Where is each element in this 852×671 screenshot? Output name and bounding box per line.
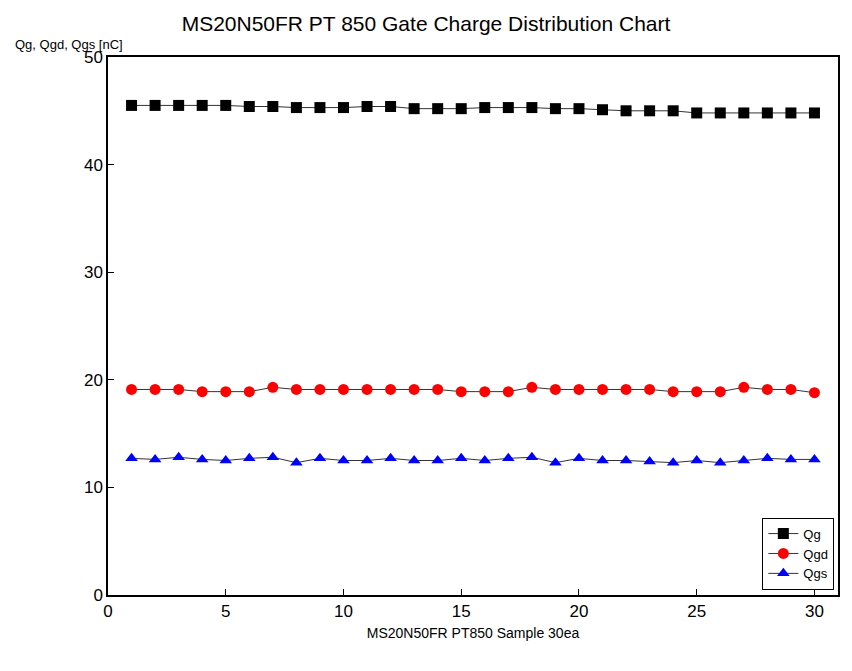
svg-text:20: 20 <box>570 602 589 621</box>
svg-text:MS20N50FR PT 850 Gate Charge D: MS20N50FR PT 850 Gate Charge Distributio… <box>182 12 671 35</box>
svg-text:15: 15 <box>452 602 471 621</box>
svg-text:30: 30 <box>84 263 103 282</box>
svg-text:25: 25 <box>687 602 706 621</box>
svg-text:50: 50 <box>84 48 103 67</box>
svg-text:MS20N50FR PT850 Sample 30ea: MS20N50FR PT850 Sample 30ea <box>367 625 580 641</box>
svg-text:10: 10 <box>84 478 103 497</box>
svg-text:20: 20 <box>84 371 103 390</box>
svg-text:10: 10 <box>334 602 353 621</box>
svg-text:Qgs: Qgs <box>803 566 827 581</box>
svg-text:40: 40 <box>84 156 103 175</box>
svg-text:Qg, Qgd, Qgs [nC]: Qg, Qgd, Qgs [nC] <box>15 37 123 52</box>
svg-text:Qg: Qg <box>803 527 820 542</box>
svg-text:0: 0 <box>103 602 112 621</box>
svg-text:0: 0 <box>93 586 102 605</box>
svg-text:5: 5 <box>221 602 230 621</box>
svg-text:30: 30 <box>805 602 824 621</box>
svg-text:Qgd: Qgd <box>803 547 828 562</box>
